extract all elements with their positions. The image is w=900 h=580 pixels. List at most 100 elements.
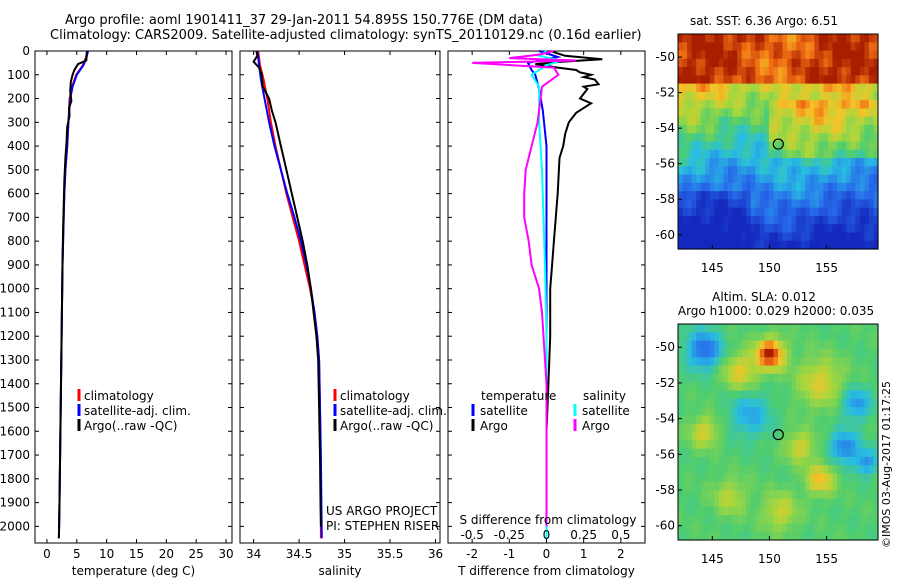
sla_map-cell — [714, 357, 720, 367]
sst_map-cell — [768, 108, 774, 118]
sst_map-cell — [859, 116, 865, 126]
sst_map-cell — [691, 100, 697, 110]
sst_map-cell — [705, 100, 711, 110]
sla_map-cell — [714, 506, 720, 516]
sla_map-cell — [814, 340, 820, 350]
sst_map-cell — [859, 58, 865, 68]
sla_map-cell — [718, 456, 724, 466]
sla_map-cell — [809, 382, 815, 392]
sst_map-cell — [868, 232, 874, 242]
sla_map-cell — [873, 365, 879, 375]
sla_map-cell — [837, 365, 843, 375]
sst_map-cell — [705, 166, 711, 176]
sst_map-cell — [687, 215, 693, 225]
sst_map-cell — [855, 116, 861, 126]
sla_map-cell — [873, 357, 879, 367]
sla_map-cell — [700, 365, 706, 375]
sst_map-cell — [737, 232, 743, 242]
sla_map-cell — [687, 423, 693, 433]
sst_map-cell — [832, 149, 838, 159]
sla_map-cell — [755, 332, 761, 342]
sst_map-cell — [778, 75, 784, 85]
depth-tick-label: 400 — [7, 139, 30, 153]
sla_map-cell — [791, 415, 797, 425]
sst_map-cell — [864, 191, 870, 200]
sst_map-ytick-label: -52 — [655, 86, 675, 100]
sst_map-cell — [828, 133, 834, 143]
sst_map-cell — [850, 133, 856, 143]
sst_map-cell — [741, 100, 747, 110]
sla_map-cell — [791, 423, 797, 433]
sla_map-cell — [709, 490, 715, 500]
sla_map-cell — [723, 348, 729, 358]
sst_map-cell — [768, 67, 774, 76]
sla_map-cell — [728, 332, 734, 342]
sla_map-cell — [823, 523, 829, 533]
sla_map-cell — [787, 390, 793, 400]
sla_map-cell — [682, 506, 688, 516]
sst_map-cell — [864, 108, 870, 118]
sst_map-cell — [755, 215, 761, 225]
sla_map-cell — [773, 456, 779, 466]
sst_map-cell — [741, 166, 747, 176]
sst_map-cell — [709, 34, 715, 43]
sla_map-cell — [750, 398, 756, 408]
sst_map-cell — [755, 166, 761, 176]
sst_map-cell — [805, 75, 811, 85]
sst_map-cell — [746, 108, 752, 118]
sla_map-cell — [837, 390, 843, 400]
sst_map-cell — [818, 207, 824, 217]
sst_map-cell — [723, 149, 729, 159]
sla_map-cell — [700, 340, 706, 350]
sst_map-cell — [796, 191, 802, 200]
sla_map-cell — [750, 415, 756, 425]
sst_map-cell — [841, 191, 847, 200]
sst_map-cell — [696, 133, 702, 143]
sst_map-cell — [691, 149, 697, 159]
sst_map-cell — [691, 58, 697, 68]
sla_map-cell — [768, 324, 774, 333]
sla_map-cell — [723, 473, 729, 483]
sst_map-cell — [823, 67, 829, 76]
sst_map-cell — [846, 182, 852, 192]
sla_map-cell — [778, 506, 784, 516]
depth-tick-label: 1500 — [0, 401, 30, 415]
sla_map-cell — [696, 448, 702, 458]
sst_map-cell — [718, 215, 724, 225]
sla_map-cell — [805, 407, 811, 416]
sla_map-cell — [832, 440, 838, 450]
sst_map-cell — [687, 67, 693, 76]
sla_map-cell — [723, 357, 729, 367]
sst_map-cell — [864, 158, 870, 167]
sst_map-cell — [832, 158, 838, 167]
sla_map-cell — [859, 423, 865, 433]
sst_map-cell — [691, 133, 697, 143]
sla_map-cell — [768, 398, 774, 408]
sst_map-cell — [691, 75, 697, 85]
sla_map-cell — [855, 481, 861, 491]
sla_map-cell — [696, 423, 702, 433]
sst_map-cell — [687, 83, 693, 93]
sst_map-cell — [687, 174, 693, 184]
sst_map-cell — [728, 166, 734, 176]
sla_map-cell — [705, 324, 711, 333]
sla_map-cell — [828, 357, 834, 367]
sst_map-cell — [728, 199, 734, 209]
sst_map-cell — [864, 125, 870, 134]
sst_map-cell — [855, 125, 861, 134]
sst_map-cell — [682, 116, 688, 126]
sst_map-cell — [841, 116, 847, 126]
sla_map-cell — [787, 324, 793, 333]
sla_map-cell — [805, 515, 811, 524]
sst_map-cell — [873, 116, 879, 126]
sst_map-cell — [809, 182, 815, 192]
sst_map-cell — [782, 232, 788, 242]
sst_map-cell — [737, 34, 743, 43]
sla_map-cell — [759, 473, 765, 483]
sla_map-cell — [768, 382, 774, 392]
sla_map-cell — [778, 523, 784, 533]
sla_map-cell — [691, 473, 697, 483]
sla_map-cell — [818, 365, 824, 375]
sst_map-cell — [768, 133, 774, 143]
sst_map-cell — [718, 207, 724, 217]
